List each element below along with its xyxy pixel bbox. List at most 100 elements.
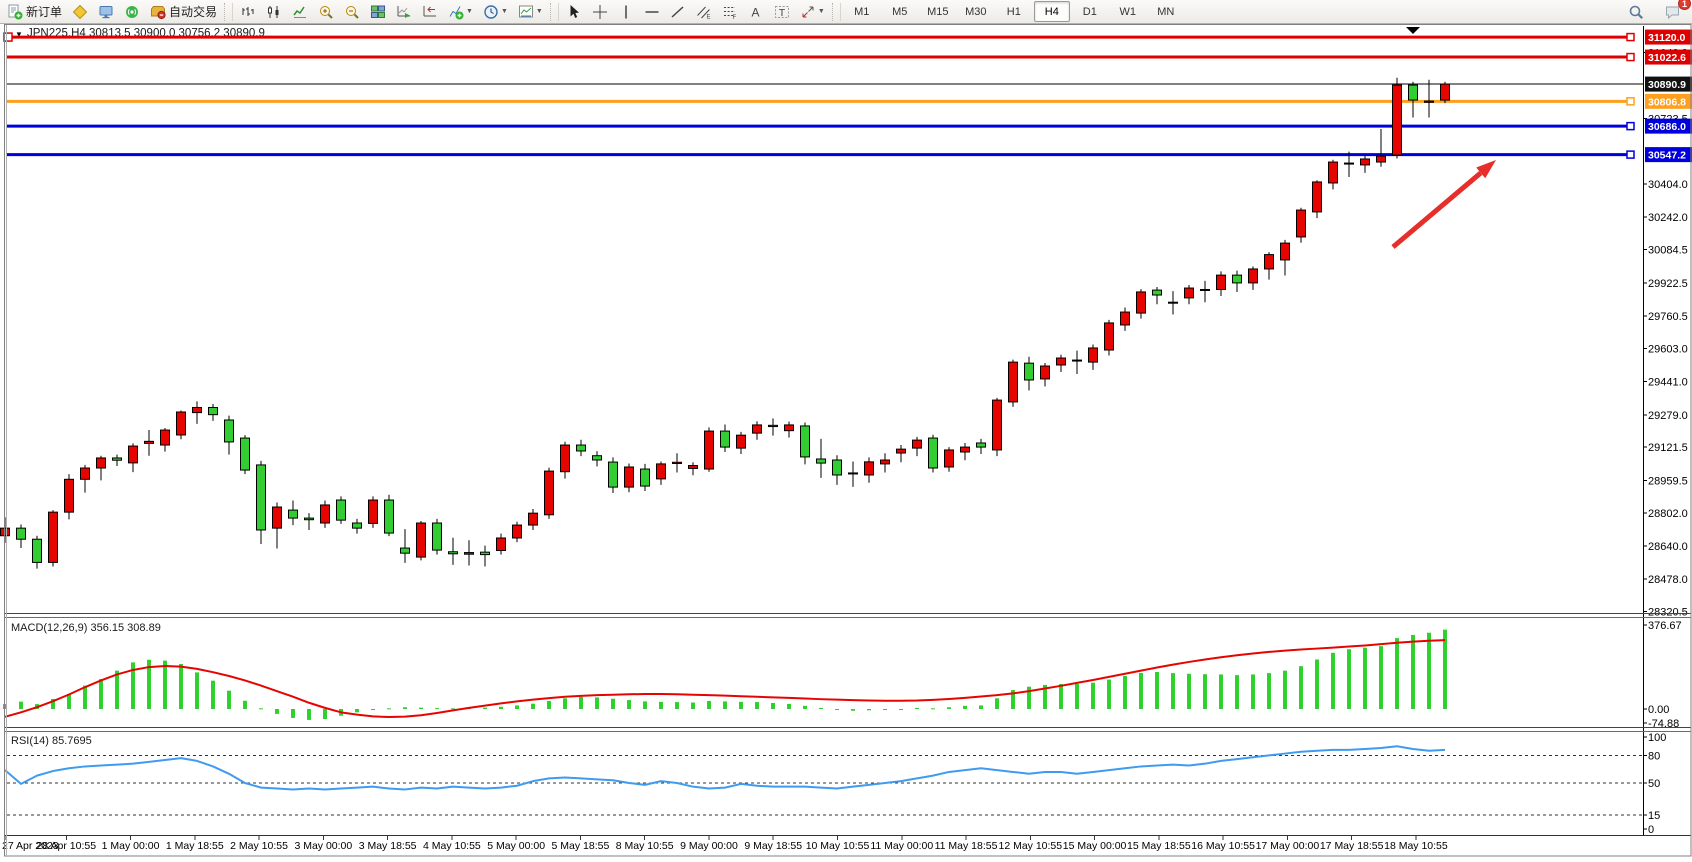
hlines-layer[interactable] xyxy=(3,32,1635,159)
svg-text:100: 100 xyxy=(1648,732,1666,744)
svg-text:29760.5: 29760.5 xyxy=(1648,311,1688,323)
svg-text:5 May 00:00: 5 May 00:00 xyxy=(487,840,545,852)
chevron-down-icon: ▼ xyxy=(535,8,543,15)
chart-shift-icon xyxy=(423,5,437,16)
signals-button[interactable] xyxy=(120,1,144,23)
svg-text:0.00: 0.00 xyxy=(1648,704,1669,716)
chart-window: JPN225,H4 30813.5 30900.0 30756.2 30890.… xyxy=(0,24,1692,862)
svg-text:9 May 18:55: 9 May 18:55 xyxy=(744,840,802,852)
text-label-button[interactable]: T xyxy=(770,1,794,23)
line-chart-button[interactable] xyxy=(288,1,312,23)
autotrading-button[interactable]: 自动交易 xyxy=(146,1,221,23)
toolbar-group-line-studies: E F A T ▼ xyxy=(561,1,830,23)
svg-text:50: 50 xyxy=(1648,778,1660,790)
horizontal-line-button[interactable] xyxy=(640,1,664,23)
svg-text:28 Apr 10:55: 28 Apr 10:55 xyxy=(36,840,96,852)
svg-text:11 May 18:55: 11 May 18:55 xyxy=(935,840,998,852)
zoom-out-button[interactable] xyxy=(340,1,364,23)
svg-text:1 May 00:00: 1 May 00:00 xyxy=(102,840,160,852)
zoom-out-icon xyxy=(346,5,359,19)
periods-icon xyxy=(484,4,498,19)
svg-text:12 May 10:55: 12 May 10:55 xyxy=(998,840,1062,852)
cursor-button[interactable] xyxy=(562,1,586,23)
auto-scroll-button[interactable] xyxy=(392,1,416,23)
svg-text:16 May 10:55: 16 May 10:55 xyxy=(1191,840,1255,852)
notifications-icon[interactable]: 1 xyxy=(1660,0,1691,23)
candles-layer xyxy=(0,77,1450,569)
tile-windows-icon xyxy=(371,5,386,18)
bar-chart-button[interactable] xyxy=(236,1,260,23)
toolbar-separator xyxy=(224,2,234,21)
svg-text:15 May 00:00: 15 May 00:00 xyxy=(1063,840,1127,852)
svg-text:80: 80 xyxy=(1648,750,1660,762)
metaeditor-icon xyxy=(72,4,88,19)
templates-button[interactable]: ▼ xyxy=(514,1,547,23)
svg-text:31120.0: 31120.0 xyxy=(1648,32,1686,44)
horizontal-line-object[interactable] xyxy=(7,52,1635,62)
search-icon[interactable] xyxy=(1624,1,1648,23)
timeframe-button-m15[interactable]: M15 xyxy=(927,5,949,18)
svg-text:30404.0: 30404.0 xyxy=(1648,179,1688,191)
svg-text:-74.88: -74.88 xyxy=(1648,718,1679,730)
timeframe-button-mn[interactable]: MN xyxy=(1157,5,1175,18)
timeframe-button-h1[interactable]: H1 xyxy=(1006,5,1021,18)
svg-text:11 May 00:00: 11 May 00:00 xyxy=(870,840,933,852)
equidistant-channel-button[interactable]: E xyxy=(692,1,716,23)
horizontal-line-object[interactable] xyxy=(7,150,1635,159)
svg-text:27 Apr 2023: 27 Apr 2023 xyxy=(2,840,59,852)
text-label-icon: T xyxy=(774,5,789,19)
svg-text:29603.0: 29603.0 xyxy=(1648,343,1688,355)
svg-text:10 May 10:55: 10 May 10:55 xyxy=(806,840,870,852)
svg-text:E: E xyxy=(706,14,710,20)
zoom-in-button[interactable] xyxy=(314,1,338,23)
macd-label: MACD(12,26,9) 356.15 308.89 xyxy=(11,622,161,634)
indicators-button[interactable]: ▼ xyxy=(444,1,477,23)
chart-svg[interactable]: JPN225,H4 30813.5 30900.0 30756.2 30890.… xyxy=(0,24,1692,857)
horizontal-line-object[interactable] xyxy=(7,121,1635,131)
last-bar-marker-icon xyxy=(1406,27,1420,34)
timeframe-button-m30[interactable]: M30 xyxy=(965,5,987,18)
candlestick-chart-button[interactable] xyxy=(262,1,286,23)
tile-windows-button[interactable] xyxy=(366,1,390,23)
text-button[interactable]: A xyxy=(744,1,768,23)
trendline-button[interactable] xyxy=(666,1,690,23)
timeframe-button-m1[interactable]: M1 xyxy=(854,5,870,18)
svg-text:28320.5: 28320.5 xyxy=(1648,607,1688,619)
svg-text:A: A xyxy=(751,5,759,19)
crosshair-button[interactable] xyxy=(588,1,612,23)
terminal-button[interactable] xyxy=(94,1,118,23)
vertical-line-button[interactable] xyxy=(614,1,638,23)
trend-arrow-annotation[interactable] xyxy=(1391,160,1496,249)
rsi-layer xyxy=(4,745,1643,816)
arrows-button[interactable]: ▼ xyxy=(796,1,829,23)
fibonacci-button[interactable]: F xyxy=(718,1,742,23)
timeframe-button-w1[interactable]: W1 xyxy=(1119,5,1137,18)
svg-text:1 May 18:55: 1 May 18:55 xyxy=(166,840,224,852)
svg-text:18 May 10:55: 18 May 10:55 xyxy=(1384,840,1448,852)
svg-text:28959.5: 28959.5 xyxy=(1648,475,1688,487)
line-chart-icon xyxy=(293,6,307,18)
toolbar: 新订单 自动交易 ▼ ▼ ▼ E F A T ▼ M1 M5 M15 M30 H1 H4 D1 W1 MN 1 xyxy=(0,0,1692,24)
pane-frame xyxy=(4,24,1692,857)
toolbar-separator xyxy=(549,2,559,21)
annotations-layer[interactable] xyxy=(1391,27,1496,249)
timeframe-button-m5[interactable]: M5 xyxy=(892,5,908,18)
metaeditor-button[interactable] xyxy=(68,1,92,23)
templates-icon xyxy=(518,5,533,17)
cursor-icon xyxy=(570,4,579,18)
price-scale[interactable]: 31043.830723.530404.030242.030084.529922… xyxy=(1643,29,1692,836)
new-order-button[interactable]: 新订单 xyxy=(3,1,66,23)
svg-text:30806.8: 30806.8 xyxy=(1648,96,1686,108)
vertical-line-icon xyxy=(625,5,627,18)
toolbar-button-label: 自动交易 xyxy=(169,5,218,19)
timeframe-button-h4[interactable]: H4 xyxy=(1033,1,1070,22)
timeframe-button-d1[interactable]: D1 xyxy=(1082,5,1097,18)
horizontal-line-object[interactable] xyxy=(7,97,1635,106)
toolbar-separator xyxy=(831,2,841,21)
periods-button[interactable]: ▼ xyxy=(479,1,512,23)
horizontal-line-object[interactable] xyxy=(3,32,1635,42)
svg-text:T: T xyxy=(779,7,786,19)
chart-shift-button[interactable] xyxy=(418,1,442,23)
arrows-icon xyxy=(802,6,814,17)
